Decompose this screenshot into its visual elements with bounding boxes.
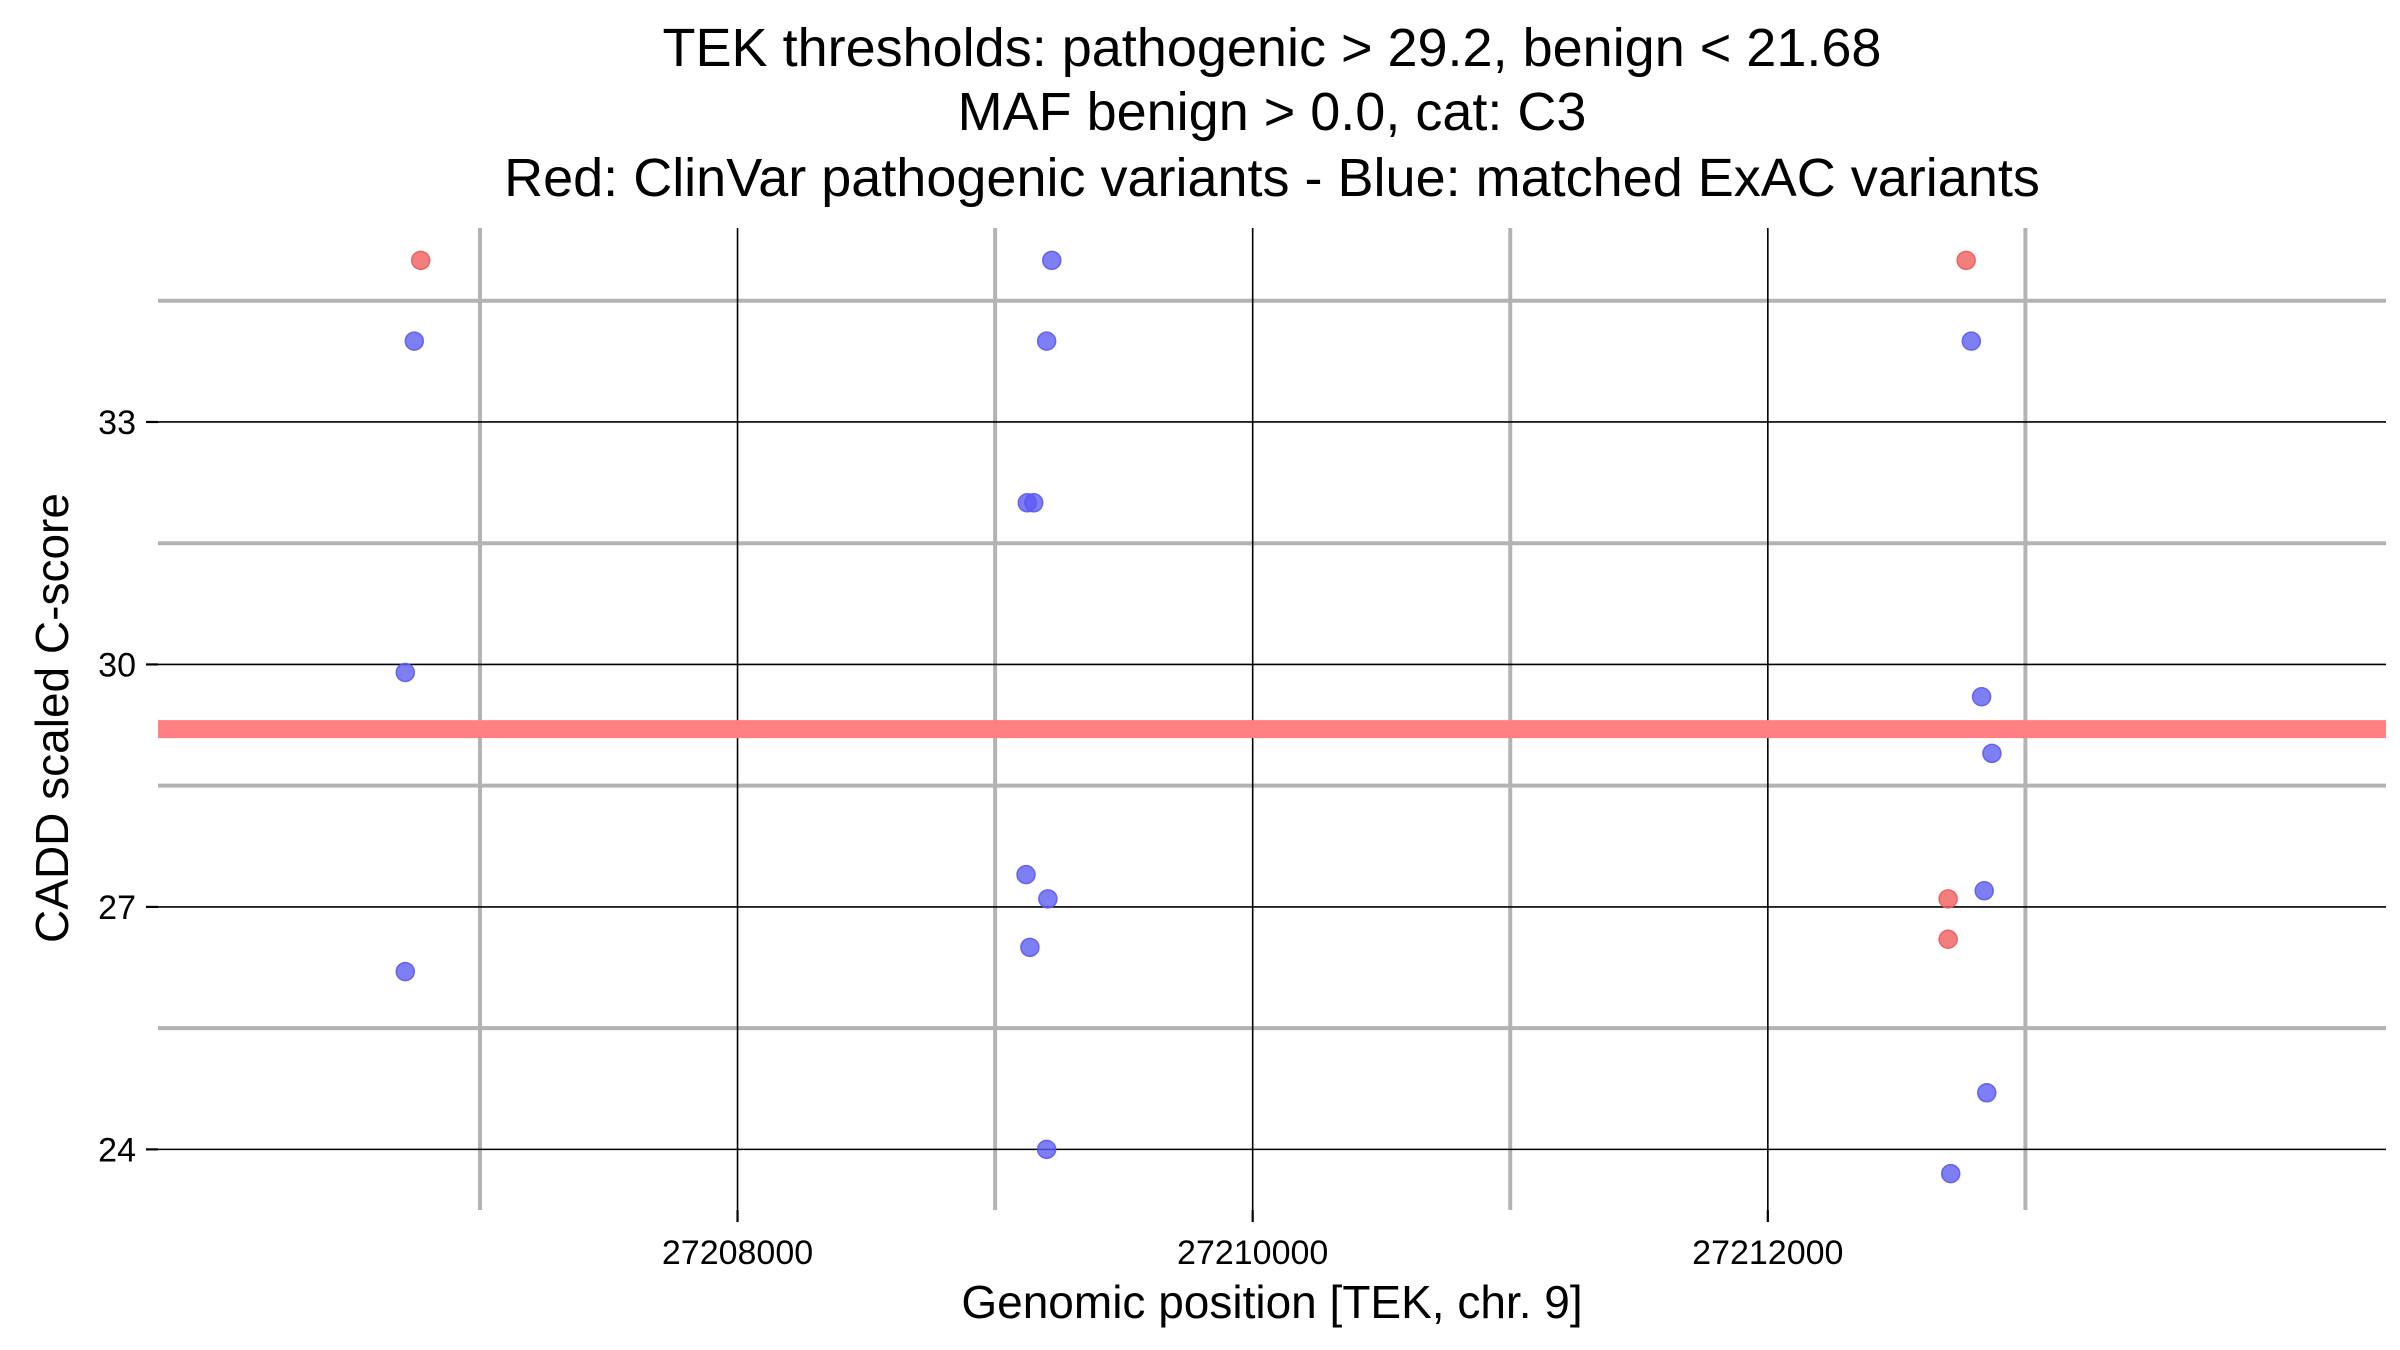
matched-point [1977, 1083, 1997, 1103]
major-gridlines [158, 228, 2386, 1210]
x-tick-label: 27210000 [1177, 1234, 1328, 1272]
matched-point [1982, 743, 2002, 764]
pathogenic-point [1938, 889, 1958, 909]
minor-gridlines [158, 228, 2386, 1210]
axis-ticks: 27208000 27210000 27212000 24 27 30 33 [98, 404, 1843, 1272]
y-tick-label: 33 [98, 404, 136, 442]
x-tick-label: 27212000 [1692, 1234, 1843, 1272]
pathogenic-point [1956, 250, 1976, 271]
matched-point [395, 961, 416, 982]
matched-point [1042, 250, 1062, 271]
matched-point [1016, 864, 1036, 885]
chart-title: TEK thresholds: pathogenic > 29.2, benig… [504, 18, 2040, 208]
y-tick-label: 24 [98, 1131, 136, 1169]
matched-point [1020, 937, 1040, 958]
data-points [395, 250, 2002, 1184]
matched-point [395, 662, 416, 683]
matched-point [1023, 493, 1044, 513]
matched-point [1036, 1139, 1057, 1160]
x-tick-label: 27208000 [662, 1234, 813, 1272]
pathogenic-point [1938, 929, 1958, 949]
matched-point [1036, 331, 1057, 351]
matched-point [1961, 331, 1982, 351]
pathogenic-point [410, 250, 431, 271]
matched-point [1971, 687, 1992, 707]
matched-point [1038, 889, 1058, 909]
title-line-2: MAF benign > 0.0, cat: C3 [958, 82, 1587, 142]
matched-point [404, 331, 425, 351]
y-tick-label: 30 [98, 646, 136, 684]
x-axis-label: Genomic position [TEK, chr. 9] [961, 1276, 1582, 1328]
matched-point [1974, 880, 1994, 901]
title-line-1: TEK thresholds: pathogenic > 29.2, benig… [663, 18, 1882, 78]
y-tick-label: 27 [98, 889, 136, 927]
y-axis-label: CADD scaled C-score [26, 493, 78, 943]
title-line-3: Red: ClinVar pathogenic variants - Blue:… [504, 148, 2040, 208]
matched-point [1940, 1163, 1961, 1184]
